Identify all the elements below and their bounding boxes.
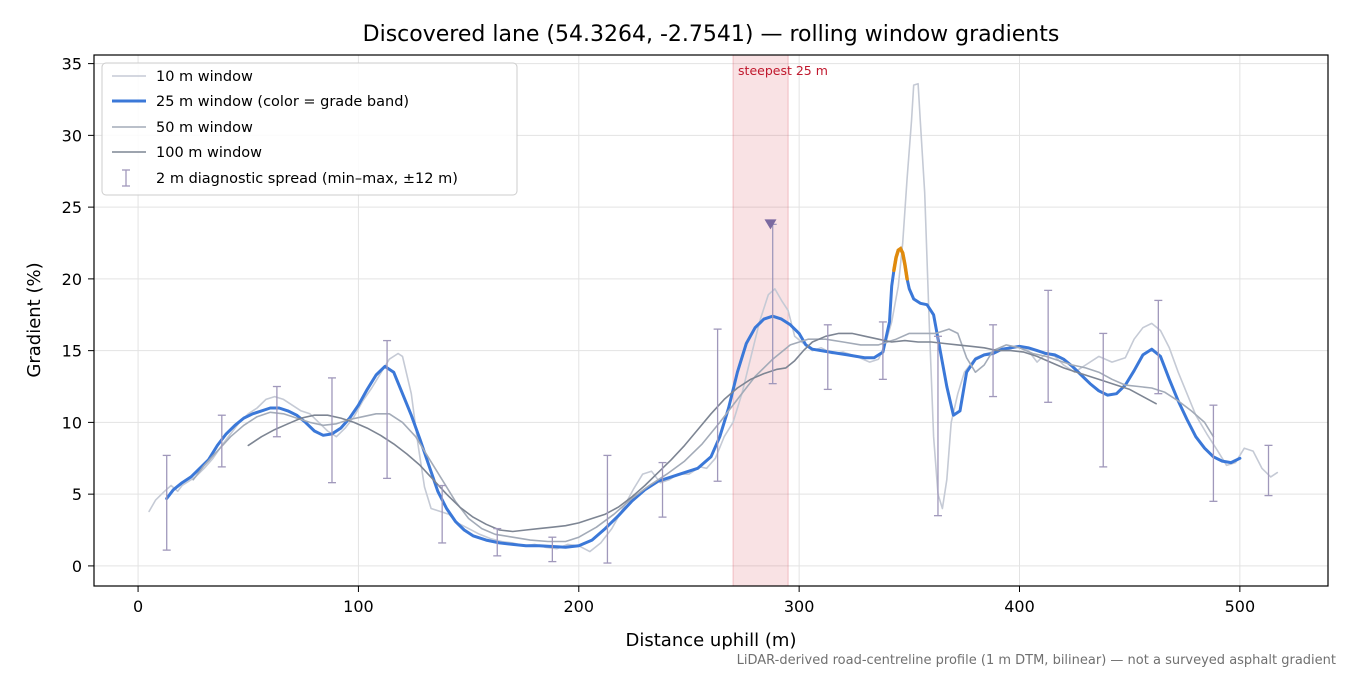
legend: 10 m window 25 m window (color = grade b… [101, 62, 518, 196]
y-tick-label: 5 [72, 485, 82, 504]
diagnostic-spread-bar [1044, 289, 1053, 403]
y-tick-label: 35 [62, 55, 82, 74]
diagnostic-spread-bar [603, 454, 612, 564]
y-tick-label: 15 [62, 342, 82, 361]
diagnostic-spread-bar [989, 324, 998, 398]
steepest-marker [764, 219, 777, 230]
series-100m-line [247, 332, 1157, 533]
series-25m-line [165, 247, 1242, 549]
y-tick-label: 30 [62, 126, 82, 145]
diagnostic-spread-bar [1264, 444, 1273, 497]
series-50m-line [192, 328, 1215, 543]
grid [94, 55, 1328, 586]
x-tick-label: 100 [343, 597, 374, 616]
diagnostic-spread-bar [162, 454, 171, 551]
series-lines [148, 82, 1279, 553]
x-tick-label: 500 [1225, 597, 1256, 616]
diagnostic-spread-bar [658, 461, 667, 518]
diagnostic-spread-bar [1154, 299, 1163, 395]
y-tick-label: 20 [62, 270, 82, 289]
legend-label-50m: 50 m window [156, 120, 253, 136]
footnote: LiDAR-derived road-centreline profile (1… [737, 653, 1336, 668]
x-axis-ticks: 0 100 200 300 400 500 [133, 586, 1255, 616]
x-tick-label: 0 [133, 597, 143, 616]
diagnostic-spread-bar [1099, 332, 1108, 468]
legend-swatch-spread [122, 169, 130, 187]
diagnostic-spread-bar [1209, 404, 1218, 502]
y-tick-label: 10 [62, 413, 82, 432]
chart-title: Discovered lane (54.3264, -2.7541) — rol… [363, 22, 1060, 47]
diagnostic-spread-bar [217, 414, 226, 468]
diagnostic-spread-bar [878, 321, 887, 380]
legend-box [101, 62, 518, 196]
y-axis-label: Gradient (%) [24, 262, 45, 377]
steepest-highlight: steepest 25 m [732, 54, 828, 587]
diagnostic-spread-bar [272, 385, 281, 438]
diagnostic-spread-bar [548, 536, 557, 563]
y-tick-label: 25 [62, 198, 82, 217]
diagnostic-spread-bar [823, 324, 832, 391]
plot-frame [93, 54, 1329, 587]
series-25m-band-segment [892, 246, 909, 281]
diagnostic-spread-bars [162, 223, 1273, 564]
y-axis-ticks: 0 5 10 15 20 25 30 35 [62, 55, 94, 576]
diagnostic-spread-bar [713, 328, 722, 482]
steepest-label: steepest 25 m [738, 63, 828, 78]
diagnostic-spread-bar [438, 484, 447, 544]
legend-label-100m: 100 m window [156, 145, 262, 161]
legend-label-spread: 2 m diagnostic spread (min–max, ±12 m) [156, 171, 458, 187]
y-tick-label: 0 [72, 557, 82, 576]
diagnostic-spread-bar [933, 335, 942, 517]
x-tick-label: 200 [564, 597, 595, 616]
diagnostic-spread-bar [383, 339, 392, 480]
x-axis-label: Distance uphill (m) [626, 630, 797, 651]
legend-label-25m: 25 m window (color = grade band) [156, 94, 409, 110]
diagnostic-spread-bar [493, 527, 502, 557]
diagnostic-spread-bar [327, 377, 336, 484]
steepest-marker-triangle [764, 219, 777, 230]
x-tick-label: 400 [1004, 597, 1035, 616]
series-10m-line [148, 82, 1279, 553]
x-tick-label: 300 [784, 597, 815, 616]
legend-label-10m: 10 m window [156, 69, 253, 85]
